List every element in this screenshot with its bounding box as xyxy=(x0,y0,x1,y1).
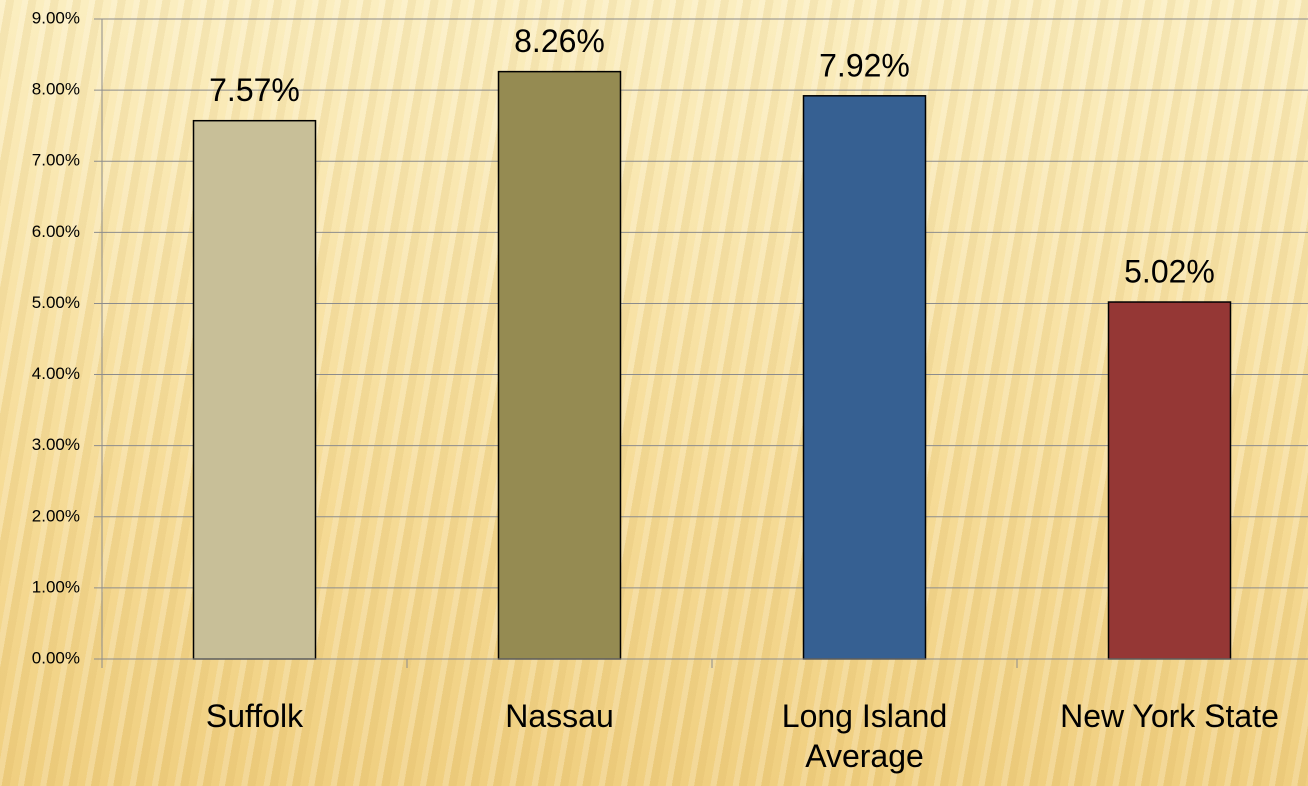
y-tick-label: 0.00% xyxy=(32,648,80,667)
x-tick-label: Suffolk xyxy=(205,698,304,734)
y-tick-label: 8.00% xyxy=(32,80,80,99)
y-tick-label: 7.00% xyxy=(32,151,80,170)
x-tick-label: New York State xyxy=(1060,698,1279,734)
y-tick-label: 4.00% xyxy=(32,364,80,383)
value-label: 7.57% xyxy=(209,72,300,108)
y-tick-label: 1.00% xyxy=(32,577,80,596)
bar xyxy=(802,95,927,660)
y-tick-label: 9.00% xyxy=(32,8,80,27)
bar xyxy=(497,70,622,660)
y-tick-label: 6.00% xyxy=(32,222,80,241)
x-tick-label: Nassau xyxy=(505,698,614,734)
value-label: 5.02% xyxy=(1124,253,1215,289)
bar xyxy=(1107,301,1232,660)
bar xyxy=(192,119,317,660)
y-tick-label: 5.00% xyxy=(32,293,80,312)
value-label: 8.26% xyxy=(514,23,605,59)
x-tick-label: Long Island Average xyxy=(781,698,948,774)
y-tick-label: 3.00% xyxy=(32,435,80,454)
value-label: 7.92% xyxy=(819,47,910,83)
y-tick-label: 2.00% xyxy=(32,506,80,525)
